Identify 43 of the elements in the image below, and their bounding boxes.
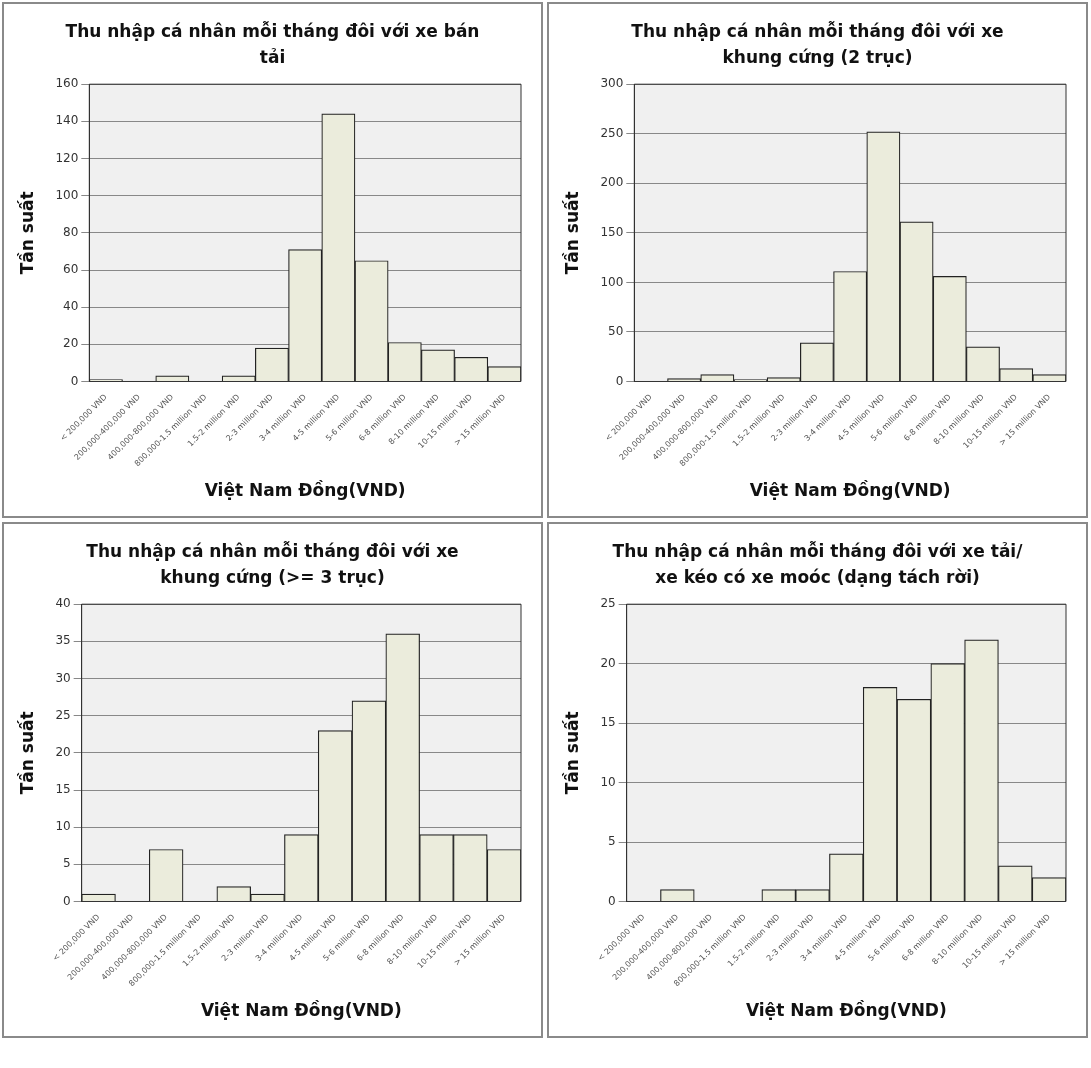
y-tick-label: 20 [600, 655, 616, 670]
y-tick-label: 0 [70, 373, 79, 388]
y-tick-label: 30 [55, 670, 71, 685]
y-tick-label: 10 [55, 819, 71, 834]
x-axis-title: Việt Nam Đồng(VND) [749, 480, 951, 501]
y-tick-label: 40 [63, 299, 79, 314]
y-tick-label: 40 [55, 596, 71, 611]
chart-title: Thu nhập cá nhân mỗi tháng đôi với xe khung cứng (2 trục) [630, 20, 1005, 69]
x-axis-title: Việt Nam Đồng(VND) [200, 1000, 402, 1021]
y-tick-label: 0 [63, 893, 71, 908]
y-tick-label: 100 [55, 187, 79, 202]
y-tick-label: 15 [600, 715, 616, 730]
y-tick-label: 160 [55, 76, 79, 91]
x-axis-title: Việt Nam Đồng(VND) [204, 480, 406, 501]
y-axis-title: Tần suất [561, 711, 582, 795]
y-tick-label: 60 [63, 262, 79, 277]
y-axis-title: Tần suất [16, 191, 37, 275]
y-tick-label: 35 [55, 633, 71, 648]
y-axis-title: Tần suất [16, 711, 37, 795]
y-tick-label: 25 [55, 707, 71, 722]
y-tick-label: 300 [600, 76, 624, 91]
y-axis-title: Tần suất [561, 191, 582, 275]
y-tick-label: 10 [600, 774, 616, 789]
y-tick-label: 150 [600, 224, 624, 239]
y-tick-label: 140 [55, 113, 79, 128]
y-tick-label: 20 [63, 336, 79, 351]
y-tick-label: 50 [608, 324, 624, 339]
chart-title: Thu nhập cá nhân mỗi tháng đôi với xe bán tải [64, 20, 481, 69]
y-tick-label: 5 [63, 856, 71, 871]
y-tick-label: 0 [608, 893, 616, 908]
y-tick-label: 5 [608, 834, 616, 849]
y-tick-label: 0 [615, 373, 624, 388]
y-tick-label: 80 [63, 224, 79, 239]
y-tick-label: 15 [55, 782, 71, 797]
chart-title: Thu nhập cá nhân mỗi tháng đôi với xe khung cứng (>= 3 trục) [85, 540, 460, 589]
y-tick-label: 250 [600, 125, 624, 140]
y-tick-label: 120 [55, 150, 79, 165]
x-axis-title: Việt Nam Đồng(VND) [745, 1000, 947, 1021]
chart-title: Thu nhập cá nhân mỗi tháng đôi với xe tải/ xe kéo có xe moóc (dạng tách rời) [611, 540, 1024, 589]
y-tick-label: 100 [600, 274, 624, 289]
y-tick-label: 25 [600, 596, 616, 611]
y-tick-label: 200 [600, 175, 624, 190]
y-tick-label: 20 [55, 744, 71, 759]
